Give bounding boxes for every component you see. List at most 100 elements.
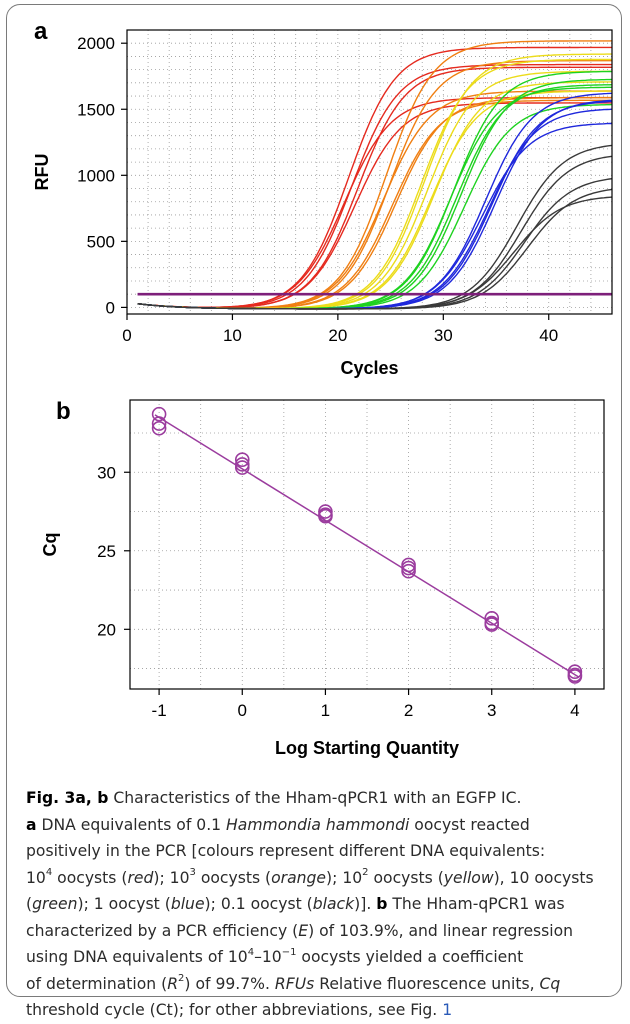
data-point — [151, 416, 167, 431]
figure-caption: Fig. 3a, b Characteristics of the Hham-q… — [26, 785, 616, 1024]
x-axis-label: Cycles — [340, 358, 398, 378]
caption-line-2: a DNA equivalents of 0.1 Hammondia hammo… — [26, 812, 616, 839]
caption-panel-a: a — [26, 815, 37, 834]
y-tick-label: 2000 — [77, 34, 115, 53]
y-tick-label: 0 — [106, 298, 115, 317]
caption-color-blue: blue — [170, 895, 205, 913]
caption-line-1: Fig. 3a, b Characteristics of the Hham-q… — [26, 785, 616, 812]
x-tick-label: 4 — [570, 701, 579, 720]
amplification-curve — [137, 70, 612, 310]
amplification-curve — [137, 84, 613, 310]
caption-text: DNA equivalents of 0.1 — [36, 815, 227, 834]
x-tick-label: -1 — [152, 701, 167, 720]
caption-text: –10 — [254, 948, 282, 966]
x-tick-label: 20 — [328, 326, 347, 345]
caption-text: oocysts ( — [52, 868, 128, 887]
standard-curve-chart: -1 0 1 2 3 4 20 25 30 Log Starting Quantity Cq — [40, 399, 605, 758]
x-tick-label: 30 — [434, 326, 453, 345]
caption-text: ); 0.1 oocyst ( — [204, 895, 313, 913]
caption-line-8: of determination (R2) of 99.7%. RFUs Rel… — [26, 971, 616, 998]
amplification-curve — [137, 86, 612, 310]
amplification-curve — [137, 70, 612, 310]
caption-sup: 4 — [247, 946, 255, 958]
caption-text: oocysts yielded a coefficient — [296, 948, 524, 966]
x-tick-label: 40 — [539, 326, 558, 345]
amplification-curve — [137, 78, 613, 310]
caption-abbrev-rfus: RFUs — [274, 974, 315, 993]
y-tick-label: 1000 — [77, 166, 115, 185]
data-point — [234, 460, 250, 475]
plot-frame — [129, 399, 605, 690]
regression-line — [154, 414, 580, 678]
data-point — [567, 669, 583, 684]
data-point — [484, 617, 500, 632]
caption-sup: 4 — [45, 867, 53, 879]
caption-line-7: using DNA equivalents of 104–10−1 oocyst… — [26, 944, 616, 971]
caption-symbol-e: E — [298, 921, 309, 940]
caption-fig-label: Fig. 3a, b — [26, 789, 109, 807]
caption-color-orange: orange — [271, 868, 327, 887]
figure-frame — [6, 4, 622, 997]
caption-text: oocysts ( — [368, 868, 444, 887]
caption-text: ) of 103.9%, and linear regression — [308, 921, 574, 940]
x-tick-label: 1 — [321, 701, 330, 720]
caption-panel-b: b — [376, 895, 388, 913]
data-point — [401, 563, 416, 579]
amplification-curve — [137, 144, 613, 310]
caption-species: Hammondia hammondi — [226, 815, 410, 834]
caption-text: of determination ( — [26, 974, 168, 993]
caption-color-red: red — [127, 868, 154, 887]
caption-abbrev-cq: Cq — [539, 974, 561, 993]
caption-text: Relative fluorescence units, — [314, 974, 540, 993]
amplification-chart: 0 10 20 30 40 0 500 1000 1500 2000 Cycles RFU — [32, 29, 613, 378]
amplification-curve — [137, 188, 613, 310]
caption-line-3: positively in the PCR [colours represent… — [26, 842, 546, 860]
caption-sup: −1 — [281, 946, 297, 958]
caption-line-5: (green); 1 oocyst (blue); 0.1 oocyst (bl… — [26, 891, 616, 918]
x-axis-label: Log Starting Quantity — [275, 738, 459, 758]
caption-text: oocysts ( — [195, 868, 272, 887]
amplification-curve — [137, 96, 612, 309]
y-tick-label: 25 — [97, 542, 116, 561]
caption-color-green: green — [32, 895, 78, 913]
y-axis-label: Cq — [40, 533, 60, 557]
data-point — [151, 406, 167, 422]
caption-text: The Hham-qPCR1 was — [387, 895, 565, 913]
data-point — [484, 611, 500, 626]
caption-symbol-r: R — [167, 974, 179, 993]
plot-frame — [126, 29, 613, 315]
amplification-curve — [137, 102, 612, 309]
x-tick-label: 2 — [404, 701, 413, 720]
amplification-curve — [137, 81, 612, 310]
caption-line-6: characterized by a PCR efficiency (E) of… — [26, 918, 616, 945]
caption-text: ); 10 — [326, 868, 363, 887]
caption-sup: 2 — [178, 973, 185, 985]
y-tick-label: 30 — [97, 463, 116, 482]
panel-a-label: a — [34, 18, 48, 45]
caption-text: )]. — [354, 895, 377, 913]
caption-text: ); 1 oocyst ( — [77, 895, 171, 913]
caption-text: ), 10 oocysts — [493, 868, 594, 887]
y-tick-label: 1500 — [77, 100, 115, 119]
x-tick-label: 3 — [487, 701, 496, 720]
x-tick-label: 0 — [122, 326, 131, 345]
y-axis-label: RFU — [32, 154, 52, 191]
caption-text: 10 — [26, 868, 46, 887]
caption-sup: 3 — [189, 867, 196, 879]
x-tick-label: 0 — [238, 701, 247, 720]
data-point — [151, 420, 167, 436]
x-tick-label: 10 — [223, 326, 242, 345]
data-point — [234, 452, 250, 467]
amplification-curve — [137, 97, 612, 309]
caption-text: using DNA equivalents of 10 — [26, 948, 248, 966]
caption-color-black: black — [312, 895, 355, 913]
caption-text: characterized by a PCR efficiency ( — [26, 921, 299, 940]
caption-text: ( — [26, 895, 33, 913]
amplification-curve — [137, 40, 613, 309]
y-tick-label: 20 — [97, 620, 116, 639]
caption-line-9: threshold cycle (Ct); for other abbrevia… — [26, 997, 616, 1024]
panel-b-label: b — [56, 398, 71, 425]
caption-text: ); 10 — [153, 868, 190, 887]
caption-color-yellow: yellow — [443, 868, 494, 887]
amplification-curve — [137, 58, 612, 310]
